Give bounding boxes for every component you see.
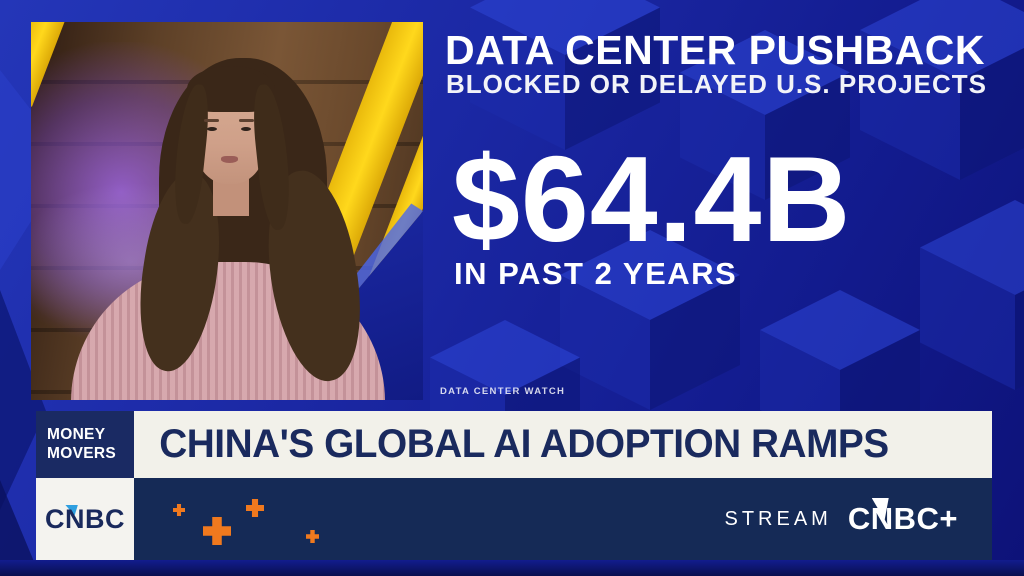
- headline-text: CHINA'S GLOBAL AI ADOPTION RAMPS: [159, 422, 889, 466]
- plus-icon: [246, 499, 264, 517]
- stream-label: STREAM: [724, 507, 832, 530]
- graphic-title: DATA CENTER PUSHBACK: [445, 27, 985, 73]
- headline-bar: CHINA'S GLOBAL AI ADOPTION RAMPS: [134, 411, 992, 478]
- cube-decoration: [920, 200, 1024, 390]
- stat-value: $64.4B: [452, 131, 852, 267]
- plus-icon: [203, 517, 231, 545]
- plus-icon: [306, 530, 319, 543]
- brand-letter: BC+: [893, 501, 958, 536]
- anchor-mouth: [221, 156, 238, 163]
- graphic-subtitle: BLOCKED OR DELAYED U.S. PROJECTS: [446, 69, 988, 99]
- bottom-edge-strip: [0, 560, 1024, 576]
- anchor-eye: [207, 127, 217, 131]
- cnbc-logo-letter: N: [65, 503, 85, 534]
- footer-bar: STREAM C N BC+: [134, 478, 992, 560]
- cnbc-logo-box: C N BC: [36, 478, 134, 560]
- source-label: DATA CENTER WATCH: [440, 386, 566, 397]
- cnbc-plus-logo: C N BC+: [847, 498, 958, 537]
- stream-promo: STREAM C N BC+: [724, 478, 958, 560]
- brand-letter: C: [847, 501, 871, 536]
- cnbc-logo: C N BC: [45, 504, 125, 535]
- cnbc-peacock-triangle-icon: [65, 504, 78, 516]
- show-badge: MONEY MOVERS: [36, 411, 134, 478]
- anchor-eye: [241, 127, 251, 131]
- stat-caption: IN PAST 2 YEARS: [454, 256, 738, 291]
- show-badge-line2: MOVERS: [47, 444, 116, 462]
- plus-icon: [173, 504, 185, 516]
- cnbc-logo-letter: C: [45, 503, 65, 534]
- anchor-video-panel: [31, 22, 423, 400]
- anchor-eyebrow: [239, 119, 254, 122]
- anchor-eyebrow: [204, 119, 219, 122]
- brand-letter: N: [870, 501, 894, 536]
- cnbc-logo-letter: BC: [85, 503, 125, 534]
- show-badge-line1: MONEY: [47, 426, 106, 444]
